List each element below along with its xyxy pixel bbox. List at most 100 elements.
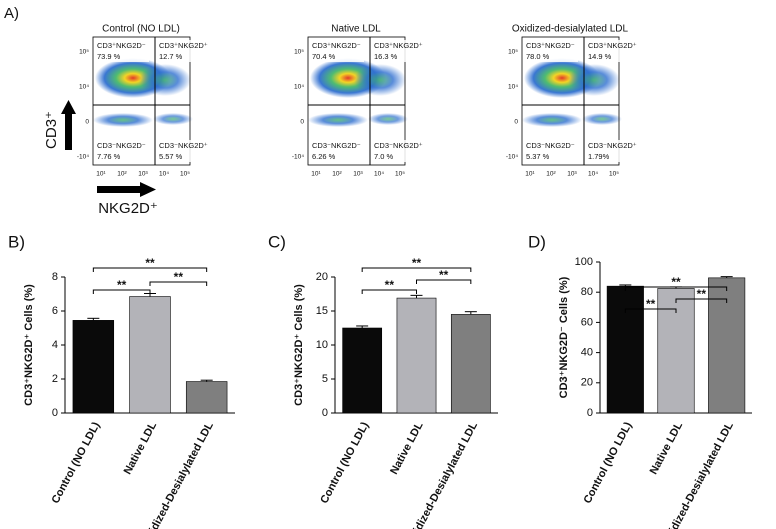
y-tick-label: 2: [52, 373, 58, 385]
quadrant-label: CD3⁺NKG2D⁻: [97, 41, 146, 50]
significance-bracket: [92, 289, 151, 294]
y-axis-label: CD3⁺NKG2D⁻ Cells (%): [558, 276, 570, 398]
y-tick-label: 10⁴: [79, 84, 89, 91]
quadrant-label: CD3⁺NKG2D⁻: [312, 41, 361, 50]
y-tick-label: 4: [52, 339, 58, 351]
x-tick-label: Native LDL: [648, 420, 686, 477]
y-tick-label: 0: [85, 119, 89, 126]
x-tick-label: 10⁵: [180, 171, 190, 178]
bar: [657, 288, 695, 414]
density-cloud: [368, 113, 408, 125]
y-tick-label: 20: [581, 377, 593, 389]
quadrant-label: CD3⁺NKG2D⁺: [159, 41, 208, 50]
label-bg: [157, 140, 211, 162]
significance-label: **: [671, 275, 681, 289]
y-tick-label: 15: [316, 305, 328, 317]
y-tick-label: 80: [581, 286, 593, 298]
significance-bracket: [149, 281, 208, 286]
quadrant-value: 7.76 %: [97, 152, 121, 161]
x-tick-label: Control (NO LDL): [581, 420, 634, 506]
bar: [342, 327, 383, 414]
significance-label: **: [697, 287, 707, 301]
x-tick-label: 10⁴: [374, 171, 384, 178]
y-tick-label: 60: [581, 316, 593, 328]
x-tick-label: 10²: [546, 171, 556, 178]
quadrant-value: 5.37 %: [526, 152, 550, 161]
label-bg: [372, 40, 426, 62]
label-bg: [310, 40, 364, 62]
density-cloud: [93, 113, 153, 127]
x-tick-label: 10²: [332, 171, 342, 178]
x-tick-label: 10³: [138, 171, 148, 178]
y-tick-label: 0: [322, 407, 328, 419]
quadrant-value: 7.0 %: [374, 152, 394, 161]
significance-bracket: [92, 267, 208, 272]
x-tick-label: 10⁴: [588, 171, 598, 178]
label-bg: [586, 140, 640, 162]
quadrant-value: 14.9 %: [588, 52, 612, 61]
density-cloud: [308, 113, 368, 127]
y-axis-label: CD3⁺: [43, 111, 60, 149]
y-axis-label: CD3⁺NKG2D⁺ Cells (%): [23, 284, 35, 406]
x-tick-label: 10¹: [96, 171, 106, 178]
y-tick-label: 10⁵: [294, 49, 304, 56]
quadrant-value: 78.0 %: [526, 52, 550, 61]
y-tick-label: -10⁴: [292, 154, 304, 161]
label-bg: [157, 40, 211, 62]
plot-title: Native LDL: [331, 24, 381, 35]
quadrant-label: CD3⁻NKG2D⁺: [159, 141, 208, 150]
quadrant-label: CD3⁻NKG2D⁻: [312, 141, 361, 150]
significance-bracket: [624, 286, 728, 291]
x-axis-label: NKG2D⁺: [98, 200, 158, 217]
x-tick-label: Native LDL: [122, 420, 160, 477]
quadrant-value: 73.9 %: [97, 52, 121, 61]
significance-label: **: [145, 256, 155, 270]
significance-label: **: [439, 268, 449, 282]
significance-label: **: [117, 278, 127, 292]
y-axis-label: CD3⁺NKG2D⁺ Cells (%): [293, 284, 305, 406]
significance-label: **: [385, 278, 395, 292]
quadrant-label: CD3⁻NKG2D⁻: [526, 141, 575, 150]
bar: [129, 296, 171, 414]
y-tick-label: 6: [52, 305, 58, 317]
quadrant-label: CD3⁺NKG2D⁻: [526, 41, 575, 50]
quadrant-value: 12.7 %: [159, 52, 183, 61]
y-tick-label: 40: [581, 347, 593, 359]
significance-label: **: [412, 256, 422, 270]
significance-label: **: [646, 297, 656, 311]
quadrant-label: CD3⁻NKG2D⁺: [374, 141, 423, 150]
significance-label: **: [174, 270, 184, 284]
x-tick-label: Control (NO LDL): [49, 420, 102, 506]
quadrant-label: CD3⁻NKG2D⁺: [588, 141, 637, 150]
y-tick-label: 0: [514, 119, 518, 126]
y-tick-label: 10⁴: [508, 84, 518, 91]
quadrant-value: 70.4 %: [312, 52, 336, 61]
panel-label: A): [4, 5, 19, 22]
quadrant-value: 1.79%: [588, 152, 610, 161]
label-bg: [310, 140, 364, 162]
arrow-shaft: [97, 186, 141, 193]
y-tick-label: 20: [316, 271, 328, 283]
panel-label: D): [528, 232, 546, 251]
label-bg: [95, 140, 149, 162]
arrow-head: [61, 100, 76, 114]
y-tick-label: 8: [52, 271, 58, 283]
arrow-shaft: [65, 112, 72, 150]
quadrant-label: CD3⁻NKG2D⁻: [97, 141, 146, 150]
y-tick-label: 10: [316, 339, 328, 351]
bar: [396, 297, 437, 414]
x-tick-label: 10⁴: [159, 171, 169, 178]
x-tick-label: 10⁵: [609, 171, 619, 178]
significance-bracket: [624, 308, 677, 313]
label-bg: [95, 40, 149, 62]
arrow-head: [140, 182, 156, 197]
plot-frame: [521, 36, 620, 166]
density-cloud: [568, 64, 620, 96]
label-bg: [586, 40, 640, 62]
bar: [450, 314, 491, 414]
x-tick-label: 10³: [567, 171, 577, 178]
y-tick-label: 0: [300, 119, 304, 126]
significance-bracket: [416, 279, 472, 284]
density-cloud: [582, 113, 622, 125]
